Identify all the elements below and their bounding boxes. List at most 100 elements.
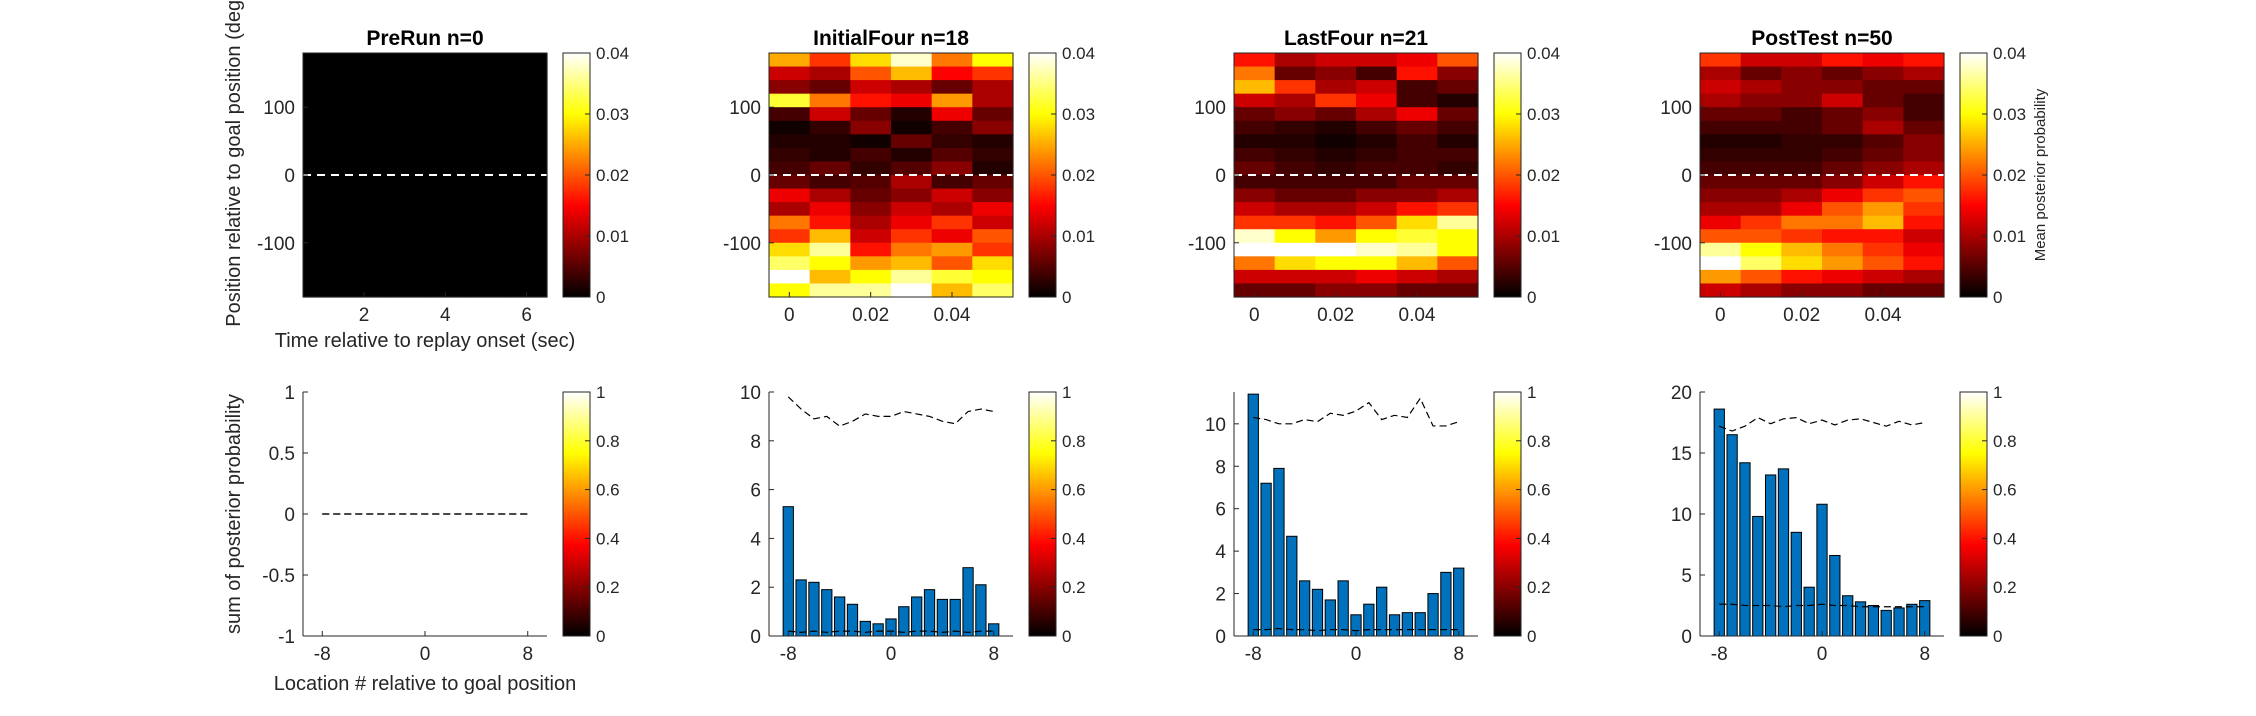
- heatmap-cell: [1315, 66, 1357, 81]
- heatmap-cell: [343, 134, 385, 149]
- heatmap-cell: [425, 147, 467, 163]
- heatmap-cell: [809, 215, 851, 230]
- heatmap-cell: [1234, 66, 1276, 81]
- heatmap-cell: [465, 120, 507, 135]
- heatmap-cell: [972, 283, 1014, 298]
- bar: [911, 596, 923, 637]
- heatmap-cell: [769, 242, 811, 257]
- heatmap-cell: [850, 256, 892, 271]
- bar: [1337, 580, 1349, 637]
- bar: [808, 581, 820, 637]
- heatmap-cell: [972, 134, 1014, 149]
- x-tick-label: 8: [1453, 644, 1464, 665]
- heatmap-cell: [891, 66, 933, 81]
- heatmap-cell: [1437, 256, 1479, 271]
- heatmap-cell: [809, 147, 851, 163]
- heatmap-cell: [1903, 134, 1945, 149]
- heatmap-cell: [1740, 120, 1782, 135]
- heatmap-cell: [850, 269, 892, 285]
- colorbar-tick-label: 0.2: [1062, 578, 1086, 597]
- x-tick-label: 0: [420, 644, 431, 665]
- heatmap-cell: [1822, 93, 1864, 108]
- bar: [833, 596, 846, 637]
- bar: [936, 598, 949, 637]
- heatmap-cell: [769, 215, 811, 230]
- y-tick-label: 6: [750, 481, 761, 502]
- heatmap-cell: [1315, 161, 1357, 176]
- colorbar-tick-label: 0.8: [596, 432, 620, 451]
- heatmap-panel-2: 0 0.02 0.04 100 0 -100 LastFour n=21: [1188, 27, 1479, 326]
- heatmap-cell: [384, 269, 426, 285]
- heatmap-cell: [809, 242, 851, 257]
- x-tick-label: -8: [1711, 644, 1728, 665]
- heatmap-cell: [343, 188, 385, 203]
- colorbar-tick-label: 0.04: [1993, 44, 2026, 63]
- y-tick-label: 8: [1215, 457, 1226, 478]
- heatmap-cell: [1862, 66, 1904, 81]
- heatmap-cell: [931, 161, 973, 176]
- heatmap-cell: [769, 283, 811, 298]
- heatmap-cell: [809, 107, 851, 122]
- heatmap-cell: [891, 269, 933, 285]
- heatmap-cell: [1274, 175, 1316, 190]
- heatmap-cell: [303, 269, 345, 285]
- heatmap-cell: [1396, 93, 1438, 108]
- heatmap-panel-3: 0 0.02 0.04 100 0 -100 PostTest n=50 Mean poste…: [1654, 27, 2049, 326]
- bar: [1247, 393, 1259, 637]
- y-tick-label: 2: [750, 578, 761, 599]
- heatmap-cell: [1862, 134, 1904, 149]
- heatmap-cell: [1822, 161, 1864, 176]
- bar: [1777, 468, 1790, 637]
- heatmap-cell: [1274, 80, 1316, 95]
- y-tick-label: 100: [1194, 98, 1226, 119]
- x-tick-label: 6: [521, 305, 532, 326]
- colorbar-tick-label: 0.01: [1993, 227, 2026, 246]
- heatmap-cell: [425, 283, 467, 298]
- colorbar-tick-label: 0.8: [1062, 432, 1086, 451]
- heatmap-cell: [1356, 66, 1398, 81]
- heatmap-cell: [1822, 188, 1864, 203]
- bar: [821, 589, 833, 637]
- heatmap-cell: [1396, 66, 1438, 81]
- bar: [962, 567, 974, 637]
- heatmap-cell: [1274, 147, 1316, 163]
- heatmap-cell: [769, 161, 811, 176]
- heatmap-cell: [1781, 188, 1823, 203]
- heatmap-cell: [1396, 175, 1438, 190]
- heatmap-cell: [1740, 283, 1782, 298]
- x-tick-label: 2: [359, 305, 370, 326]
- heatmap-cell: [1274, 134, 1316, 149]
- heatmap-cell: [1356, 80, 1398, 95]
- heatmap-cell: [1822, 147, 1864, 163]
- heatmap-cell: [1356, 120, 1398, 135]
- heatmap-cell: [425, 134, 467, 149]
- heatmap-cell: [972, 147, 1014, 163]
- heatmap-cell: [1356, 202, 1398, 217]
- heatmap-cell: [1396, 147, 1438, 163]
- heatmap-cell: [1700, 202, 1742, 217]
- colorbar-tick-label: 0.2: [1993, 578, 2017, 597]
- bar-panel-3: -8 0 8 20 15 10 5 0: [1671, 383, 1944, 665]
- bar: [1803, 586, 1815, 637]
- heatmap-cell: [1822, 107, 1864, 122]
- heatmap-cell: [1234, 134, 1276, 149]
- colorbar-tick-label: 0.04: [1062, 44, 1095, 63]
- heatmap-cell: [1315, 188, 1357, 203]
- heatmap-cell: [425, 202, 467, 217]
- heatmap-cell: [1315, 80, 1357, 95]
- colorbar-tick-label: 0: [1527, 627, 1536, 646]
- heatmap-cell: [506, 80, 548, 95]
- heatmap-cell: [769, 107, 811, 122]
- heatmap-cell: [850, 242, 892, 257]
- heatmap-cell: [931, 53, 973, 68]
- heatmap-cell: [1862, 147, 1904, 163]
- heatmap-cell: [1234, 175, 1276, 190]
- heatmap-cell: [850, 147, 892, 163]
- y-tick-label: 8: [750, 432, 761, 453]
- heatmap-cell: [1437, 80, 1479, 95]
- heatmap-cell: [1862, 93, 1904, 108]
- chart-title: PreRun n=0: [366, 27, 483, 50]
- bar: [1829, 554, 1841, 637]
- heatmap-cell: [303, 107, 345, 122]
